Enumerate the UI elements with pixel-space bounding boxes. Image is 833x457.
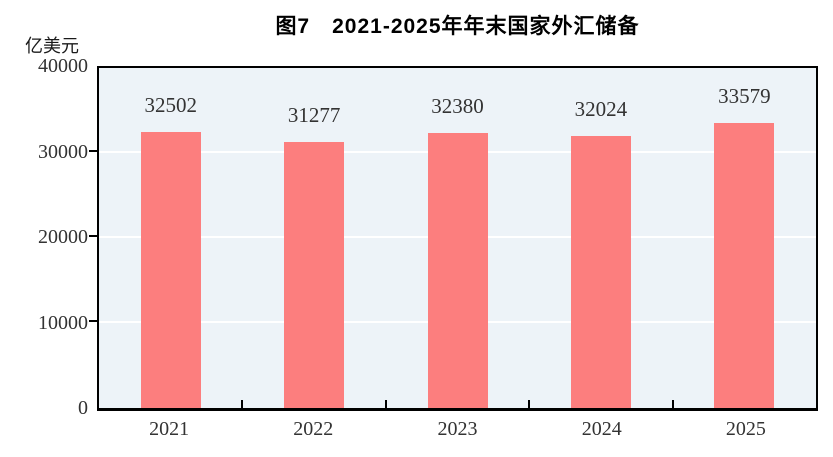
x-axis-tick-mark	[241, 400, 244, 408]
bar-2025	[714, 122, 775, 408]
bar-slot-2022: 31277	[242, 68, 385, 408]
y-axis-unit-label: 亿美元	[25, 36, 79, 56]
bar-slot-2023: 32380	[386, 68, 529, 408]
x-tick-label-2023: 2023	[437, 418, 478, 440]
y-tick-label: 40000	[38, 55, 88, 77]
y-tick-label: 10000	[38, 311, 88, 334]
y-axis-tick-mark	[89, 320, 97, 322]
x-tick-label-2024: 2024	[581, 418, 622, 440]
y-tick-label: 0	[78, 397, 88, 419]
plot-area: 32502 31277 32380 32024 33579	[89, 66, 818, 411]
y-axis-tick-mark	[89, 150, 97, 152]
bar-value-label: 31277	[287, 103, 341, 128]
bar-value-label: 33579	[718, 83, 771, 108]
bar-value-label: 32380	[431, 93, 484, 118]
x-axis-tick-mark	[384, 400, 387, 408]
y-axis-tick-labels: 40000 30000 20000 10000 0	[0, 56, 88, 418]
x-tick-label-2025: 2025	[725, 418, 766, 440]
bar-slot-2024: 32024	[529, 68, 672, 408]
bar-slot-2021: 32502	[99, 68, 242, 408]
bar-2021	[140, 131, 201, 408]
y-tick-label: 30000	[38, 140, 88, 163]
bar-value-label: 32024	[574, 96, 628, 121]
bar-slot-2025: 33579	[673, 68, 816, 408]
y-tick-label: 20000	[38, 226, 88, 248]
bar-value-label: 32502	[144, 92, 197, 117]
x-axis-tick-mark	[671, 400, 674, 408]
x-axis-tick-mark	[528, 400, 531, 408]
bars-container: 32502 31277 32380 32024 33579	[99, 68, 816, 408]
bar-2024	[570, 135, 631, 408]
x-axis-labels: 2021 2022 2023 2024 2025	[97, 419, 818, 439]
x-tick-label-2021: 2021	[149, 418, 190, 440]
bar-2022	[284, 142, 345, 408]
y-axis-tick-mark	[89, 235, 97, 237]
chart-title: 图7 2021-2025年年末国家外汇储备	[275, 15, 640, 38]
bar-2023	[427, 132, 488, 408]
x-tick-label-2022: 2022	[293, 418, 334, 440]
